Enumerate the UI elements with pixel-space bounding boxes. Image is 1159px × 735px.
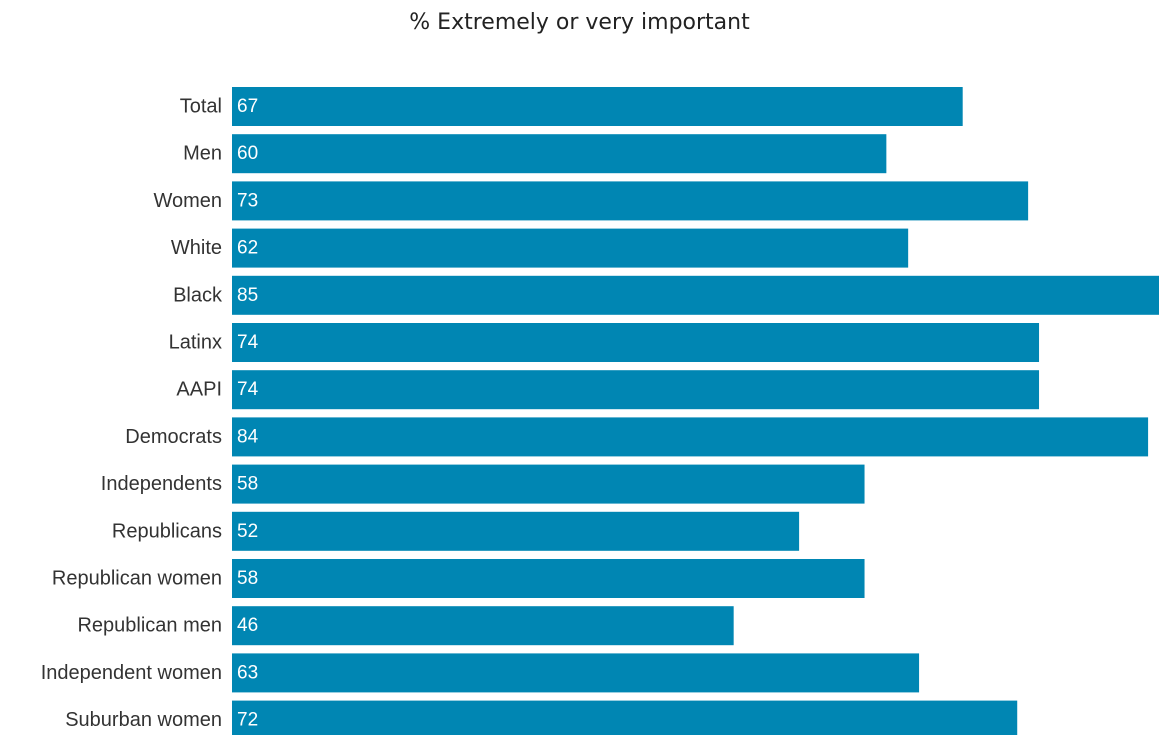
bar [232,653,920,693]
value-label: 62 [237,238,258,259]
bar-row: Republicans 52 [112,511,800,551]
bar [232,323,1040,362]
value-label: 67 [237,96,258,117]
bar [232,370,1040,410]
value-label: 84 [237,426,259,447]
category-label: Republican women [52,568,222,590]
bar [232,700,1018,735]
bar-row: Men 60 [183,134,887,174]
bar-row: White 62 [171,228,909,268]
value-label: 60 [237,143,258,164]
bar-row: Republican women 58 [52,559,865,598]
bar-row: AAPI 74 [176,370,1040,410]
category-label: Women [153,190,222,212]
bar-row: Women 73 [153,181,1029,221]
bar [232,511,800,551]
bar [232,275,1159,315]
category-label: Independent women [41,662,222,684]
category-label: White [171,237,222,259]
category-label: Suburban women [65,709,222,731]
bar-row: Independent women 63 [41,653,920,693]
value-label: 74 [237,379,259,400]
value-label: 73 [237,190,258,211]
bar-row: Republican men 46 [77,606,734,646]
value-label: 58 [237,474,258,495]
bar-row: Total 67 [180,87,963,126]
category-label: Republicans [112,520,222,542]
chart-title: % Extremely or very important [409,10,750,35]
value-label: 46 [237,615,258,636]
bar-row: Independents 58 [101,464,865,504]
category-label: Total [180,96,222,118]
bar [232,228,909,268]
bar-row: Democrats 84 [125,417,1149,457]
category-label: Democrats [125,426,222,448]
category-label: Independents [101,473,222,495]
category-label: Men [183,143,222,165]
bar [232,134,887,174]
category-label: AAPI [176,379,222,401]
category-label: Black [173,284,223,306]
bar-row: Black 85 [173,275,1159,315]
bar [232,417,1149,457]
category-label: Republican men [77,615,222,637]
bar [232,559,865,598]
value-label: 72 [237,710,258,731]
value-label: 85 [237,285,258,306]
value-label: 74 [237,332,259,353]
bar [232,464,865,504]
bar [232,87,963,126]
bar [232,606,734,646]
value-label: 52 [237,521,258,542]
bar-row: Latinx 74 [169,323,1040,362]
category-label: Latinx [169,332,222,354]
bar [232,181,1029,221]
value-label: 63 [237,662,258,683]
bar-row: Suburban women 72 [65,700,1018,735]
value-label: 58 [237,568,258,589]
